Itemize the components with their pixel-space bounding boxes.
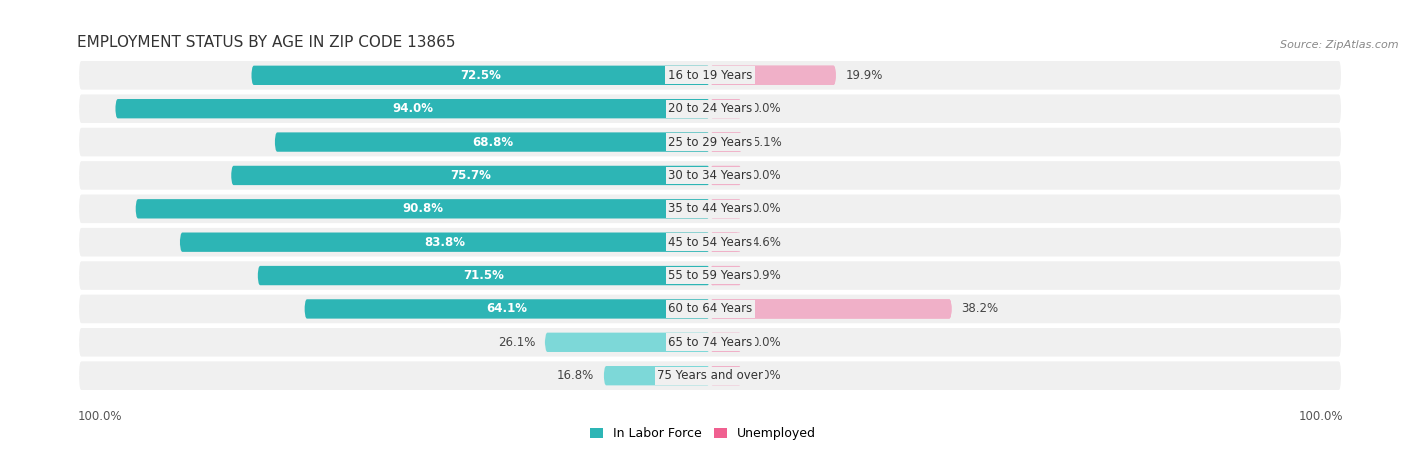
Text: Source: ZipAtlas.com: Source: ZipAtlas.com — [1281, 40, 1399, 50]
FancyBboxPatch shape — [274, 133, 710, 152]
FancyBboxPatch shape — [77, 293, 1343, 325]
Text: 16.8%: 16.8% — [557, 369, 595, 382]
Text: 35 to 44 Years: 35 to 44 Years — [668, 202, 752, 215]
Text: 19.9%: 19.9% — [845, 69, 883, 82]
Text: 72.5%: 72.5% — [460, 69, 501, 82]
Text: 90.8%: 90.8% — [402, 202, 443, 215]
Text: 64.1%: 64.1% — [486, 303, 527, 315]
FancyBboxPatch shape — [115, 99, 710, 118]
FancyBboxPatch shape — [180, 233, 710, 252]
Text: 38.2%: 38.2% — [962, 303, 998, 315]
Text: 71.5%: 71.5% — [464, 269, 505, 282]
FancyBboxPatch shape — [546, 333, 710, 352]
Text: 0.0%: 0.0% — [751, 336, 780, 349]
FancyBboxPatch shape — [710, 133, 742, 152]
FancyBboxPatch shape — [710, 233, 740, 252]
Text: 60 to 64 Years: 60 to 64 Years — [668, 303, 752, 315]
FancyBboxPatch shape — [710, 266, 716, 285]
Text: 5.1%: 5.1% — [752, 136, 782, 148]
FancyBboxPatch shape — [710, 299, 952, 318]
FancyBboxPatch shape — [710, 333, 742, 352]
FancyBboxPatch shape — [710, 99, 742, 118]
FancyBboxPatch shape — [710, 166, 742, 185]
FancyBboxPatch shape — [305, 299, 710, 318]
FancyBboxPatch shape — [252, 66, 710, 85]
Text: 30 to 34 Years: 30 to 34 Years — [668, 169, 752, 182]
FancyBboxPatch shape — [710, 266, 742, 285]
Text: 75 Years and over: 75 Years and over — [657, 369, 763, 382]
Text: 100.0%: 100.0% — [77, 410, 122, 423]
Text: 75.7%: 75.7% — [450, 169, 491, 182]
Text: 0.0%: 0.0% — [751, 169, 780, 182]
Text: 0.9%: 0.9% — [751, 269, 780, 282]
FancyBboxPatch shape — [603, 366, 710, 385]
FancyBboxPatch shape — [77, 59, 1343, 92]
FancyBboxPatch shape — [77, 359, 1343, 392]
Text: 94.0%: 94.0% — [392, 102, 433, 115]
FancyBboxPatch shape — [710, 299, 952, 318]
Text: 16 to 19 Years: 16 to 19 Years — [668, 69, 752, 82]
Text: 68.8%: 68.8% — [472, 136, 513, 148]
Text: 4.6%: 4.6% — [751, 236, 780, 249]
Text: 100.0%: 100.0% — [1298, 410, 1343, 423]
Text: EMPLOYMENT STATUS BY AGE IN ZIP CODE 13865: EMPLOYMENT STATUS BY AGE IN ZIP CODE 138… — [77, 35, 456, 50]
Text: 20 to 24 Years: 20 to 24 Years — [668, 102, 752, 115]
Text: 83.8%: 83.8% — [425, 236, 465, 249]
FancyBboxPatch shape — [77, 92, 1343, 125]
FancyBboxPatch shape — [231, 166, 710, 185]
Text: 55 to 59 Years: 55 to 59 Years — [668, 269, 752, 282]
FancyBboxPatch shape — [710, 66, 837, 85]
FancyBboxPatch shape — [257, 266, 710, 285]
FancyBboxPatch shape — [77, 193, 1343, 225]
Legend: In Labor Force, Unemployed: In Labor Force, Unemployed — [591, 427, 815, 440]
FancyBboxPatch shape — [77, 326, 1343, 359]
FancyBboxPatch shape — [77, 126, 1343, 158]
Text: 26.1%: 26.1% — [498, 336, 536, 349]
Text: 45 to 54 Years: 45 to 54 Years — [668, 236, 752, 249]
Text: 25 to 29 Years: 25 to 29 Years — [668, 136, 752, 148]
Text: 0.0%: 0.0% — [751, 369, 780, 382]
FancyBboxPatch shape — [77, 226, 1343, 258]
Text: 0.0%: 0.0% — [751, 102, 780, 115]
FancyBboxPatch shape — [710, 366, 742, 385]
FancyBboxPatch shape — [77, 159, 1343, 192]
FancyBboxPatch shape — [710, 233, 742, 252]
FancyBboxPatch shape — [77, 259, 1343, 292]
FancyBboxPatch shape — [710, 133, 742, 152]
Text: 0.0%: 0.0% — [751, 202, 780, 215]
FancyBboxPatch shape — [135, 199, 710, 218]
FancyBboxPatch shape — [710, 66, 837, 85]
FancyBboxPatch shape — [710, 199, 742, 218]
Text: 65 to 74 Years: 65 to 74 Years — [668, 336, 752, 349]
